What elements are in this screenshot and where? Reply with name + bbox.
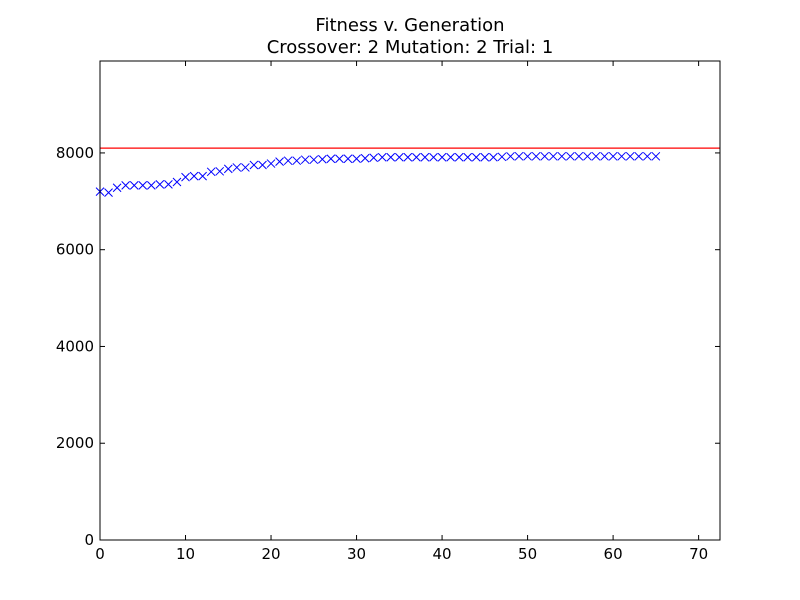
axes-frame	[99, 60, 721, 541]
x-tick-label: 20	[261, 545, 280, 563]
data-point	[335, 154, 344, 164]
data-point	[625, 151, 635, 161]
data-point	[121, 180, 131, 190]
x-tick-label: 70	[689, 545, 708, 563]
data-point	[412, 152, 421, 162]
data-point	[266, 159, 276, 168]
data-point	[531, 151, 541, 161]
data-point	[565, 151, 575, 161]
data-point	[394, 152, 404, 162]
x-tick-label: 40	[433, 545, 452, 563]
y-tick-label: 4000	[56, 337, 94, 355]
y-tick-label: 6000	[56, 241, 94, 259]
data-point	[446, 152, 455, 162]
data-point	[112, 183, 122, 193]
data-point	[420, 152, 430, 162]
data-point	[634, 151, 644, 161]
data-point	[497, 152, 507, 162]
data-point	[317, 154, 327, 164]
data-point	[437, 152, 447, 162]
data-point	[275, 157, 284, 166]
data-point	[129, 180, 139, 190]
data-point	[454, 152, 464, 162]
y-tick-label: 0	[84, 531, 94, 549]
chart-title: Fitness v. Generation	[315, 15, 504, 36]
data-point	[480, 152, 490, 162]
data-point	[309, 155, 319, 165]
data-point	[352, 154, 361, 164]
data-point	[206, 167, 216, 177]
axis-ticks: 0 10 20 30 40 50 60 70 0 2000 4000 6000 8000	[56, 61, 720, 563]
data-point	[557, 151, 567, 161]
data-point	[523, 151, 532, 161]
data-point	[403, 152, 413, 162]
data-point	[429, 152, 438, 162]
data-point	[198, 171, 207, 181]
data-point	[540, 151, 550, 161]
data-point	[591, 151, 601, 161]
data-point	[369, 153, 379, 163]
data-point	[181, 172, 190, 182]
y-tick-label: 8000	[56, 144, 94, 162]
data-point	[386, 152, 396, 162]
data-point	[300, 155, 310, 165]
data-point	[138, 180, 148, 190]
data-point	[548, 151, 558, 161]
data-point	[241, 163, 250, 172]
data-point	[283, 156, 293, 166]
data-point	[574, 151, 584, 161]
data-point	[155, 180, 165, 189]
x-tick-label: 30	[347, 545, 366, 563]
data-point	[642, 151, 652, 161]
data-point	[223, 164, 233, 174]
x-tick-label: 0	[95, 545, 105, 563]
chart-subtitle: Crossover: 2 Mutation: 2 Trial: 1	[267, 37, 554, 58]
data-point	[232, 163, 242, 172]
data-point	[514, 151, 524, 161]
data-point	[600, 151, 609, 161]
data-point	[377, 152, 387, 162]
data-point	[651, 151, 661, 161]
plot-area	[95, 147, 720, 197]
data-point	[215, 166, 225, 176]
data-point	[471, 152, 481, 162]
x-tick-label: 10	[176, 545, 195, 563]
data-point	[583, 151, 592, 161]
x-tick-label: 60	[604, 545, 623, 563]
data-point	[489, 152, 498, 162]
data-point	[608, 151, 618, 161]
data-point	[326, 154, 336, 164]
data-point	[292, 156, 302, 166]
y-tick-label: 2000	[56, 434, 94, 452]
data-point	[617, 151, 627, 161]
data-point	[104, 188, 113, 197]
data-point	[249, 160, 259, 170]
data-point	[506, 151, 515, 161]
data-point	[343, 154, 353, 164]
data-point	[258, 160, 267, 170]
data-point	[463, 152, 473, 162]
data-point	[172, 177, 182, 187]
data-point	[360, 153, 370, 163]
data-point	[189, 171, 199, 181]
data-point	[146, 180, 156, 190]
x-tick-label: 50	[518, 545, 537, 563]
data-point	[164, 180, 173, 189]
